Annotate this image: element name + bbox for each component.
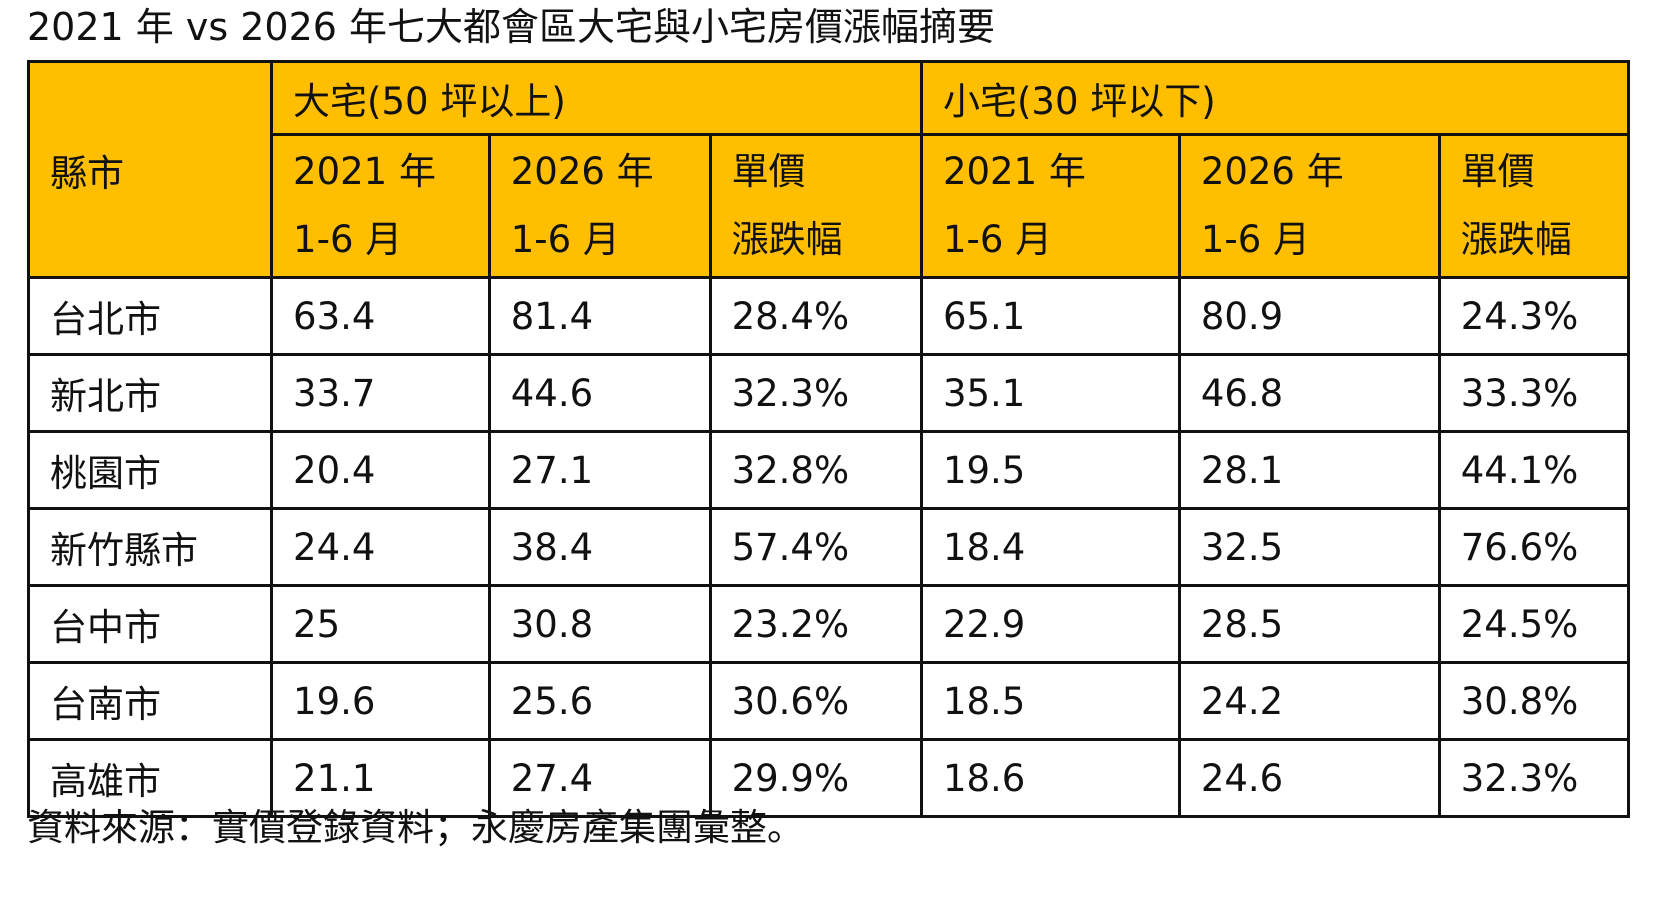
small-2021-header-period: 1-6 月	[942, 218, 1053, 261]
small-2026-cell: 32.5	[1177, 507, 1441, 587]
small-2026-header: 2026 年 1-6 月	[1177, 133, 1441, 279]
city-cell: 新竹縣市	[26, 507, 274, 587]
small-change-header-line2: 漲跌幅	[1460, 218, 1572, 261]
large-2026-cell: 81.4	[487, 276, 712, 356]
large-2026-cell: 27.1	[487, 430, 712, 510]
large-change-cell: 30.6%	[708, 661, 923, 741]
large-change-cell: 23.2%	[708, 584, 923, 664]
small-2021-header: 2021 年 1-6 月	[919, 133, 1181, 279]
large-change-cell: 57.4%	[708, 507, 923, 587]
city-cell: 台中市	[26, 584, 274, 664]
small-2021-cell: 18.5	[919, 661, 1181, 741]
page-title: 2021 年 vs 2026 年七大都會區大宅與小宅房價漲幅摘要	[27, 5, 996, 49]
table-row: 新北市 33.7 44.6 32.3% 35.1 46.8 33.3%	[26, 353, 1631, 433]
table-row: 新竹縣市 24.4 38.4 57.4% 18.4 32.5 76.6%	[26, 507, 1631, 587]
large-2026-cell: 30.8	[487, 584, 712, 664]
small-2021-cell: 19.5	[919, 430, 1181, 510]
large-change-header-line2: 漲跌幅	[731, 218, 843, 261]
large-change-cell: 32.8%	[708, 430, 923, 510]
city-cell: 台北市	[26, 276, 274, 356]
header-group-row: 縣市 大宅(50 坪以上) 小宅(30 坪以下)	[26, 60, 1631, 279]
table-row: 台中市 25 30.8 23.2% 22.9 28.5 24.5%	[26, 584, 1631, 664]
large-2026-header: 2026 年 1-6 月	[487, 133, 712, 279]
city-cell: 高雄市	[26, 738, 274, 818]
header-sub-row: 2021 年 1-6 月 2026 年 1-6 月 單價 漲跌幅 2021 年 …	[29, 133, 1631, 279]
large-2021-cell: 19.6	[270, 661, 491, 741]
large-2021-cell: 21.1	[270, 738, 491, 818]
small-2026-header-period: 1-6 月	[1200, 218, 1311, 261]
small-2026-cell: 24.6	[1177, 738, 1441, 818]
large-2026-cell: 25.6	[487, 661, 712, 741]
small-2021-header-year: 2021 年	[942, 150, 1086, 193]
small-change-cell: 24.5%	[1437, 584, 1631, 664]
table-row: 台北市 63.4 81.4 28.4% 65.1 80.9 24.3%	[26, 276, 1631, 356]
large-2021-cell: 25	[270, 584, 491, 664]
large-2021-cell: 24.4	[270, 507, 491, 587]
small-2026-cell: 24.2	[1177, 661, 1441, 741]
source-note: 資料來源：實價登錄資料；永慶房產集團彙整。	[27, 806, 804, 849]
small-2021-cell: 18.4	[919, 507, 1181, 587]
large-2021-header: 2021 年 1-6 月	[270, 133, 491, 279]
small-2026-cell: 28.1	[1177, 430, 1441, 510]
large-2021-cell: 63.4	[270, 276, 491, 356]
small-change-cell: 24.3%	[1437, 276, 1631, 356]
large-change-cell: 29.9%	[708, 738, 923, 818]
large-2026-cell: 44.6	[487, 353, 712, 433]
small-2026-cell: 28.5	[1177, 584, 1441, 664]
small-change-cell: 30.8%	[1437, 661, 1631, 741]
large-house-group-header: 大宅(50 坪以上)	[270, 60, 923, 136]
small-2026-header-year: 2026 年	[1200, 150, 1344, 193]
large-2021-header-year: 2021 年	[293, 150, 436, 193]
small-2021-cell: 18.6	[919, 738, 1181, 818]
city-column-header: 縣市	[26, 60, 274, 279]
large-2026-header-year: 2026 年	[510, 150, 654, 193]
price-summary-table: 縣市 大宅(50 坪以上) 小宅(30 坪以下) 2021 年 1-6 月 20…	[26, 60, 1631, 818]
large-change-cell: 32.3%	[708, 353, 923, 433]
small-change-header-line1: 單價	[1460, 150, 1535, 193]
small-2026-cell: 80.9	[1177, 276, 1441, 356]
small-house-group-header: 小宅(30 坪以下)	[919, 60, 1631, 136]
city-cell: 新北市	[26, 353, 274, 433]
large-2026-cell: 38.4	[487, 507, 712, 587]
small-2021-cell: 65.1	[919, 276, 1181, 356]
large-2021-header-period: 1-6 月	[293, 218, 403, 261]
small-2021-cell: 22.9	[919, 584, 1181, 664]
small-2021-cell: 35.1	[919, 353, 1181, 433]
table-row: 高雄市 21.1 27.4 29.9% 18.6 24.6 32.3%	[26, 738, 1631, 818]
small-change-cell: 33.3%	[1437, 353, 1631, 433]
large-2026-header-period: 1-6 月	[510, 218, 620, 261]
small-change-cell: 32.3%	[1437, 738, 1631, 818]
large-change-cell: 28.4%	[708, 276, 923, 356]
large-change-header: 單價 漲跌幅	[708, 133, 923, 279]
large-2021-cell: 20.4	[270, 430, 491, 510]
table-row: 桃園市 20.4 27.1 32.8% 19.5 28.1 44.1%	[26, 430, 1631, 510]
table-row: 台南市 19.6 25.6 30.6% 18.5 24.2 30.8%	[26, 661, 1631, 741]
large-change-header-line1: 單價	[731, 150, 806, 193]
city-cell: 桃園市	[26, 430, 274, 510]
small-change-cell: 76.6%	[1437, 507, 1631, 587]
city-cell: 台南市	[26, 661, 274, 741]
large-2026-cell: 27.4	[487, 738, 712, 818]
small-change-cell: 44.1%	[1437, 430, 1631, 510]
small-2026-cell: 46.8	[1177, 353, 1441, 433]
large-2021-cell: 33.7	[270, 353, 491, 433]
small-change-header: 單價 漲跌幅	[1437, 133, 1631, 279]
